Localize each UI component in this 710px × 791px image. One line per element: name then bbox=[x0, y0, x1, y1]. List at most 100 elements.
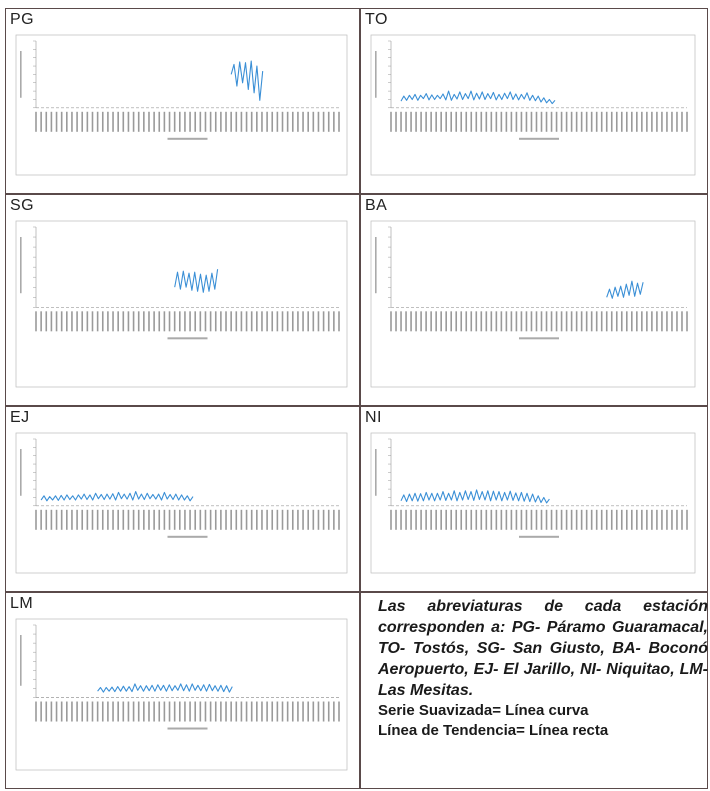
x-tick-label bbox=[681, 311, 683, 332]
x-tick-label bbox=[470, 509, 473, 530]
x-tick-label bbox=[184, 311, 186, 332]
x-tick-label bbox=[676, 111, 678, 132]
x-tick-label bbox=[470, 311, 473, 332]
x-tick-label bbox=[480, 311, 483, 332]
chart-lm bbox=[15, 618, 348, 771]
y-axis-label bbox=[20, 449, 22, 496]
x-tick-label bbox=[530, 509, 533, 530]
y-axis-label bbox=[375, 449, 377, 496]
x-tick-label bbox=[81, 311, 84, 332]
x-tick-label bbox=[225, 509, 227, 530]
x-tick-label bbox=[66, 111, 68, 132]
x-tick-label bbox=[440, 111, 442, 132]
x-tick-label bbox=[395, 111, 397, 132]
x-tick-label bbox=[204, 311, 207, 332]
x-tick-label bbox=[420, 111, 422, 132]
x-tick-label bbox=[297, 311, 299, 332]
x-tick-label bbox=[40, 509, 42, 530]
x-tick-label bbox=[495, 311, 498, 332]
x-tick-label bbox=[555, 509, 558, 530]
x-tick-label bbox=[590, 509, 593, 530]
x-tick-label bbox=[425, 509, 427, 530]
x-tick-label bbox=[465, 311, 468, 332]
x-tick-label bbox=[550, 111, 553, 132]
chart-to bbox=[370, 34, 696, 176]
y-axis-label bbox=[20, 237, 22, 294]
x-tick-label bbox=[500, 509, 503, 530]
x-tick-label bbox=[168, 509, 171, 530]
x-tick-label bbox=[137, 701, 140, 722]
x-tick-label bbox=[55, 701, 58, 722]
x-tick-label bbox=[132, 111, 135, 132]
x-tick-label bbox=[137, 311, 140, 332]
x-tick-label bbox=[455, 311, 458, 332]
x-tick-label bbox=[515, 509, 518, 530]
x-tick-label bbox=[235, 311, 238, 332]
x-tick-label bbox=[117, 701, 119, 722]
x-tick-label bbox=[235, 701, 238, 722]
x-tick-label bbox=[204, 509, 207, 530]
x-tick-label bbox=[178, 111, 181, 132]
x-tick-label bbox=[45, 509, 48, 530]
x-tick-label bbox=[530, 311, 533, 332]
x-tick-label bbox=[173, 111, 176, 132]
x-tick-label bbox=[676, 509, 678, 530]
y-axis-label bbox=[20, 635, 22, 686]
x-tick-label bbox=[681, 509, 683, 530]
x-tick-label bbox=[276, 311, 279, 332]
x-tick-label bbox=[307, 311, 309, 332]
x-tick-label bbox=[107, 701, 109, 722]
x-tick-label bbox=[281, 701, 284, 722]
plot-frame bbox=[15, 220, 348, 388]
x-tick-label bbox=[515, 111, 518, 132]
x-tick-label bbox=[194, 111, 197, 132]
x-tick-label bbox=[651, 111, 653, 132]
x-tick-label bbox=[266, 111, 268, 132]
plot-frame bbox=[370, 220, 696, 388]
x-tick-label bbox=[535, 311, 538, 332]
x-tick-label bbox=[276, 509, 279, 530]
x-tick-label bbox=[312, 509, 315, 530]
x-tick-label bbox=[435, 311, 437, 332]
series-line bbox=[606, 280, 644, 299]
x-tick-label bbox=[297, 111, 299, 132]
x-tick-label bbox=[127, 311, 130, 332]
x-tick-label bbox=[400, 509, 402, 530]
x-tick-label bbox=[245, 311, 248, 332]
x-tick-label bbox=[307, 701, 309, 722]
x-tick-label bbox=[220, 111, 222, 132]
panel-ni: NI bbox=[360, 406, 708, 592]
x-tick-label bbox=[184, 701, 186, 722]
x-tick-label bbox=[575, 111, 578, 132]
x-tick-label bbox=[595, 311, 598, 332]
x-tick-label bbox=[656, 509, 658, 530]
panel-label: TO bbox=[365, 11, 388, 28]
x-tick-label bbox=[143, 701, 145, 722]
x-tick-label bbox=[565, 311, 568, 332]
x-tick-label bbox=[505, 509, 508, 530]
x-tick-label bbox=[107, 111, 109, 132]
x-tick-label bbox=[615, 111, 618, 132]
x-tick-label bbox=[302, 311, 304, 332]
x-tick-label bbox=[204, 111, 207, 132]
x-tick-label bbox=[40, 111, 42, 132]
x-axis-label bbox=[519, 337, 559, 340]
x-tick-label bbox=[671, 111, 673, 132]
panel-label: SG bbox=[10, 197, 35, 214]
x-tick-label bbox=[245, 111, 248, 132]
x-tick-label bbox=[490, 311, 493, 332]
x-tick-label bbox=[656, 311, 658, 332]
x-tick-label bbox=[122, 701, 125, 722]
x-tick-label bbox=[81, 509, 84, 530]
x-tick-label bbox=[235, 111, 238, 132]
x-tick-label bbox=[132, 509, 135, 530]
x-tick-label bbox=[415, 111, 417, 132]
x-tick-label bbox=[148, 509, 150, 530]
x-tick-label bbox=[317, 509, 320, 530]
x-tick-label bbox=[430, 311, 432, 332]
x-tick-label bbox=[266, 701, 268, 722]
x-tick-label bbox=[390, 509, 392, 530]
x-tick-label bbox=[615, 509, 618, 530]
x-tick-label bbox=[86, 311, 89, 332]
x-tick-label bbox=[415, 509, 417, 530]
